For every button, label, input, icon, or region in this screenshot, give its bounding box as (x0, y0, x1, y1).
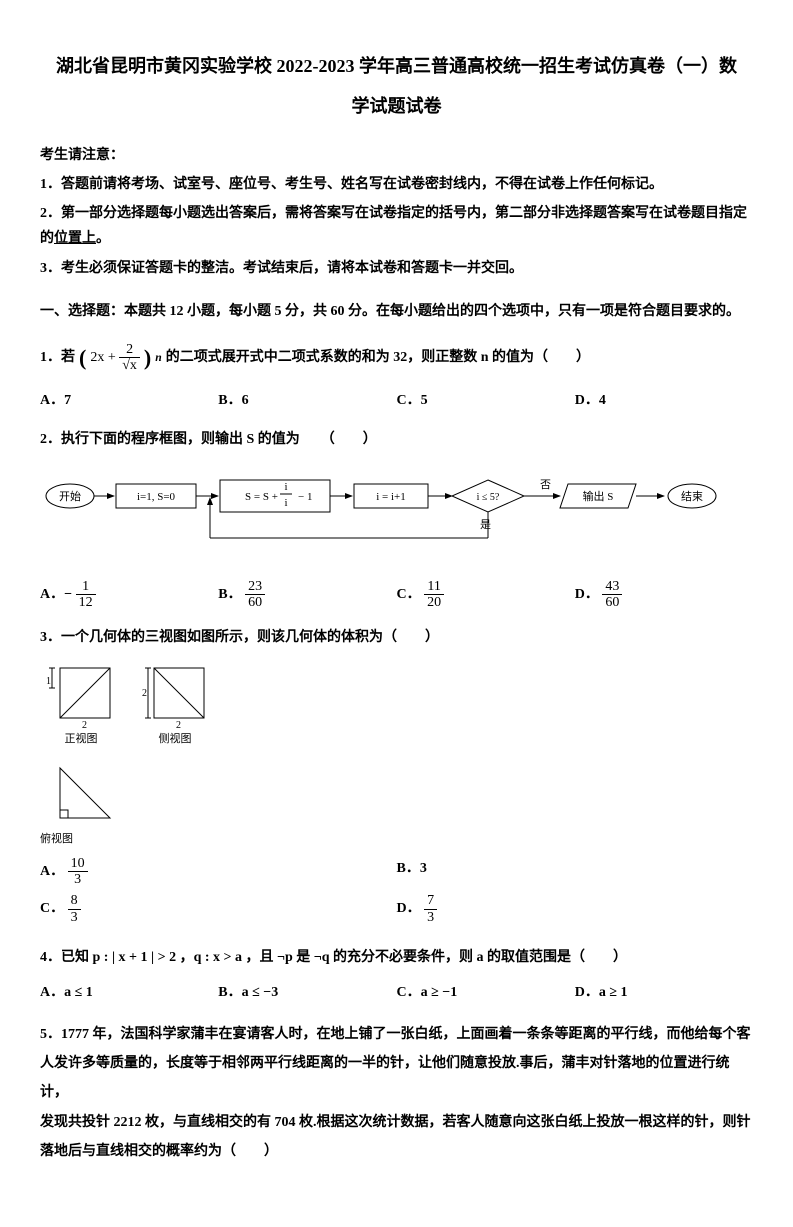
flow-b2a: S = S + (245, 491, 278, 503)
q2-options: A．− 112 B． 2360 C． 1120 D． 4360 (40, 579, 753, 611)
q2-opt-c: C． 1120 (397, 579, 575, 611)
svg-text:2: 2 (142, 688, 147, 699)
page-title-line1: 湖北省昆明市黄冈实验学校 2022-2023 学年高三普通高校统一招生考试仿真卷… (40, 50, 753, 82)
q4-options: A．a ≤ 1 B．a ≤ −3 C．a ≥ −1 D．a ≥ 1 (40, 980, 753, 1005)
q1-opt-d: D．4 (575, 388, 753, 413)
q1-expr: 2x + 2√x (90, 342, 140, 374)
q3-view-top: 俯视图 (40, 760, 753, 850)
q2-flowchart: 开始 i=1, S=0 S = S + i i − 1 i = i+1 i ≤ … (40, 466, 753, 565)
q3-views: 1 2 正视图 2 2 侧视图 (40, 660, 753, 750)
page-title-line2: 学试题试卷 (40, 90, 753, 122)
q2-opt-b: B． 2360 (218, 579, 396, 611)
q3-opt-b: B．3 (397, 856, 754, 888)
svg-text:2: 2 (82, 720, 87, 730)
q2-opt-d: D． 4360 (575, 579, 753, 611)
q3-view-side: 2 2 侧视图 (134, 660, 216, 750)
q3-options: A． 103 B．3 C． 83 D． 73 (40, 856, 753, 932)
svg-text:− 1: − 1 (298, 491, 312, 503)
q3-view-front: 1 2 正视图 (40, 660, 122, 750)
q1-opt-b: B．6 (218, 388, 396, 413)
notice-block: 考生请注意： 1．答题前请将考场、试室号、座位号、考生号、姓名写在试卷密封线内，… (40, 143, 753, 281)
q3-opt-c: C． 83 (40, 893, 397, 925)
q1-stem-b: 的二项式展开式中二项式系数的和为 32，则正整数 n 的值为（ ） (166, 345, 590, 370)
flow-out: 输出 S (583, 489, 614, 503)
q1-options: A．7 B．6 C．5 D．4 (40, 388, 753, 413)
q1-stem-a: 1．若 (40, 345, 75, 370)
q4-opt-c: C．a ≥ −1 (397, 980, 575, 1005)
flow-no: 否 (540, 479, 551, 491)
svg-text:2: 2 (176, 720, 181, 730)
flow-end: 结束 (681, 490, 703, 503)
q3-opt-a: A． 103 (40, 856, 397, 888)
flow-b3: i = i+1 (376, 491, 406, 503)
flow-cond: i ≤ 5? (477, 492, 500, 503)
svg-text:i: i (284, 497, 287, 509)
question-5: 5．1777 年，法国科学家蒲丰在宴请客人时，在地上铺了一张白纸，上面画着一条条… (40, 1020, 753, 1167)
notice-2: 2．第一部分选择题每小题选出答案后，需将答案写在试卷指定的括号内，第二部分非选择… (40, 201, 753, 251)
question-1: 1．若 ( 2x + 2√x )n 的二项式展开式中二项式系数的和为 32，则正… (40, 338, 753, 378)
question-4: 4．已知 p : | x + 1 | > 2 ，q : x > a ，且 ¬p … (40, 945, 753, 970)
q2-opt-a: A．− 112 (40, 579, 218, 611)
notice-heading: 考生请注意： (40, 143, 753, 168)
svg-text:i: i (284, 481, 287, 493)
q3-opt-d: D． 73 (397, 893, 754, 925)
section-1-heading: 一、选择题：本题共 12 小题，每小题 5 分，共 60 分。在每小题给出的四个… (40, 299, 753, 324)
notice-1: 1．答题前请将考场、试室号、座位号、考生号、姓名写在试卷密封线内，不得在试卷上作… (40, 172, 753, 197)
q1-opt-a: A．7 (40, 388, 218, 413)
notice-3: 3．考生必须保证答题卡的整洁。考试结束后，请将本试卷和答题卡一并交回。 (40, 256, 753, 281)
q4-opt-a: A．a ≤ 1 (40, 980, 218, 1005)
svg-text:1: 1 (46, 676, 51, 687)
q4-opt-d: D．a ≥ 1 (575, 980, 753, 1005)
question-3: 3．一个几何体的三视图如图所示，则该几何体的体积为（ ） (40, 625, 753, 650)
q4-opt-b: B．a ≤ −3 (218, 980, 396, 1005)
flow-start: 开始 (59, 489, 81, 503)
q1-opt-c: C．5 (397, 388, 575, 413)
q1-exp: n (155, 347, 161, 368)
flow-yes: 是 (480, 518, 491, 531)
question-2: 2．执行下面的程序框图，则输出 S 的值为 （ ） (40, 427, 753, 452)
flow-b1: i=1, S=0 (137, 491, 176, 503)
